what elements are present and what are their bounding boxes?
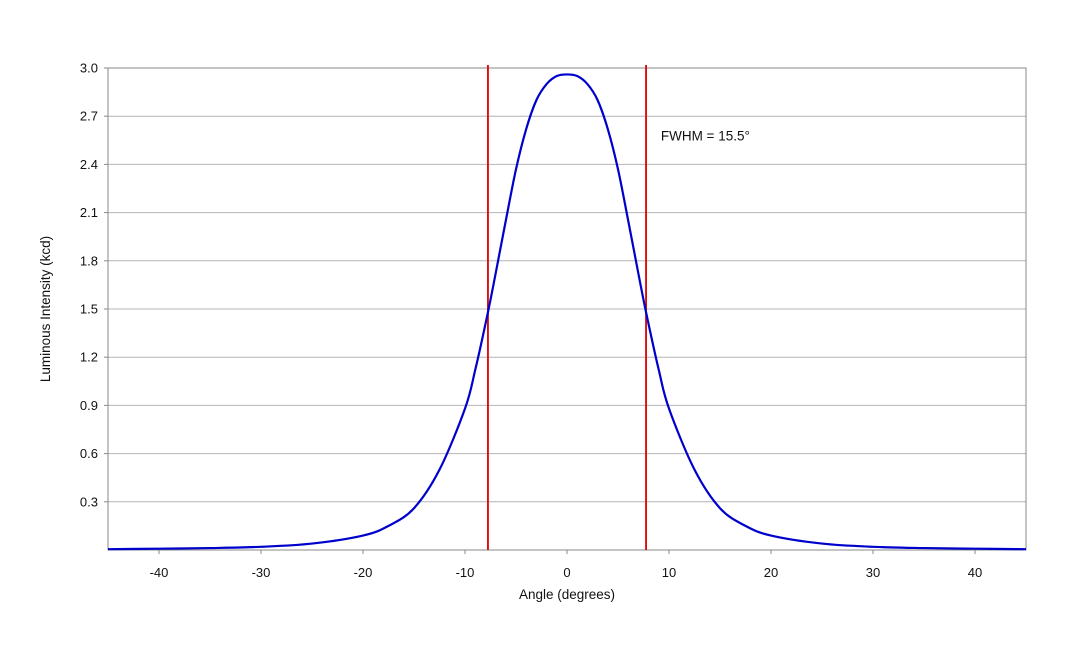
y-tick-label: 2.1 [80,205,98,220]
x-tick-label: 0 [563,565,570,580]
intensity-curve [107,73,1027,551]
y-tick-label: 3.0 [80,61,98,76]
y-tick-label: 0.6 [80,446,98,461]
y-tick-label: 1.5 [80,302,98,317]
fwhm-markers [487,65,647,550]
y-tick-label: 0.3 [80,494,98,509]
x-tick-label: 30 [866,565,880,580]
y-axis: 0.3 0.6 0.9 1.2 1.5 1.8 2.1 2.4 2.7 3.0 [80,61,108,509]
x-tick-label: 40 [968,565,982,580]
y-tick-label: 1.8 [80,253,98,268]
x-tick-label: -40 [150,565,169,580]
y-axis-title: Luminous Intensity (kcd) [38,236,53,382]
fwhm-annotation: FWHM = 15.5° [661,128,750,143]
x-tick-label: 10 [662,565,676,580]
gridlines [108,67,1026,503]
y-tick-label: 0.9 [80,398,98,413]
x-tick-label: -20 [354,565,373,580]
y-tick-label: 2.4 [80,157,98,172]
x-tick-label: 20 [764,565,778,580]
y-tick-label: 1.2 [80,350,98,365]
x-tick-label: -30 [252,565,271,580]
x-axis-title: Angle (degrees) [519,587,615,602]
x-axis: -40 -30 -20 -10 0 10 20 30 40 [150,550,982,580]
y-tick-label: 2.7 [80,109,98,124]
x-tick-label: -10 [456,565,475,580]
